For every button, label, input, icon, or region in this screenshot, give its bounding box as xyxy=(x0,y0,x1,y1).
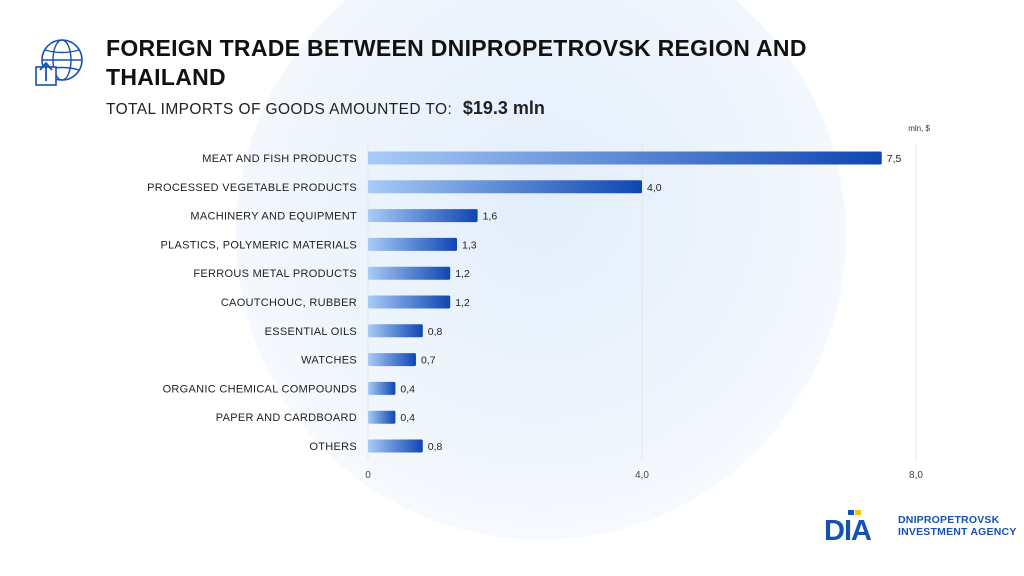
data-label: 1,2 xyxy=(455,268,470,280)
data-label: 1,3 xyxy=(462,239,477,251)
logo-line-1: DNIPROPETROVSK xyxy=(898,514,1017,526)
bar xyxy=(368,440,423,453)
category-label: ORGANIC CHEMICAL COMPOUNDS xyxy=(163,383,357,395)
logo-text: DNIPROPETROVSK INVESTMENT AGENCY xyxy=(898,514,1017,538)
data-label: 0,8 xyxy=(428,326,443,338)
logo-mark: DIA xyxy=(824,515,872,544)
category-label: ESSENTIAL OILS xyxy=(265,326,357,338)
data-label: 4,0 xyxy=(647,182,662,194)
data-label: 0,7 xyxy=(421,355,436,367)
data-label: 0,4 xyxy=(400,412,415,424)
category-label: PAPER AND CARDBOARD xyxy=(216,412,357,424)
bar xyxy=(368,152,882,165)
data-label: 7,5 xyxy=(887,153,902,165)
bar xyxy=(368,209,478,222)
data-label: 0,8 xyxy=(428,441,443,453)
data-label: 0,4 xyxy=(400,383,415,395)
bar xyxy=(368,411,395,424)
category-label: OTHERS xyxy=(309,441,357,453)
data-label: 1,6 xyxy=(483,211,498,223)
data-label: 1,2 xyxy=(455,297,470,309)
category-label: WATCHES xyxy=(301,355,357,367)
bar xyxy=(368,382,395,395)
bar xyxy=(368,238,457,251)
category-label: PLASTICS, POLYMERIC MATERIALS xyxy=(160,239,357,251)
category-label: PROCESSED VEGETABLE PRODUCTS xyxy=(147,182,357,194)
category-label: FERROUS METAL PRODUCTS xyxy=(193,268,357,280)
bar xyxy=(368,324,423,337)
category-label: CAOUTCHOUC, RUBBER xyxy=(221,297,357,309)
x-tick-label: 8,0 xyxy=(909,470,923,481)
bar xyxy=(368,180,642,193)
category-label: MACHINERY AND EQUIPMENT xyxy=(190,211,357,223)
x-tick-label: 0 xyxy=(365,470,371,481)
category-label: MEAT AND FISH PRODUCTS xyxy=(202,153,357,165)
x-tick-label: 4,0 xyxy=(635,470,649,481)
bar xyxy=(368,353,416,366)
bar xyxy=(368,296,450,309)
unit-label: mln, $ xyxy=(908,124,930,133)
bar xyxy=(368,267,450,280)
logo-line-2: INVESTMENT AGENCY xyxy=(898,526,1017,538)
